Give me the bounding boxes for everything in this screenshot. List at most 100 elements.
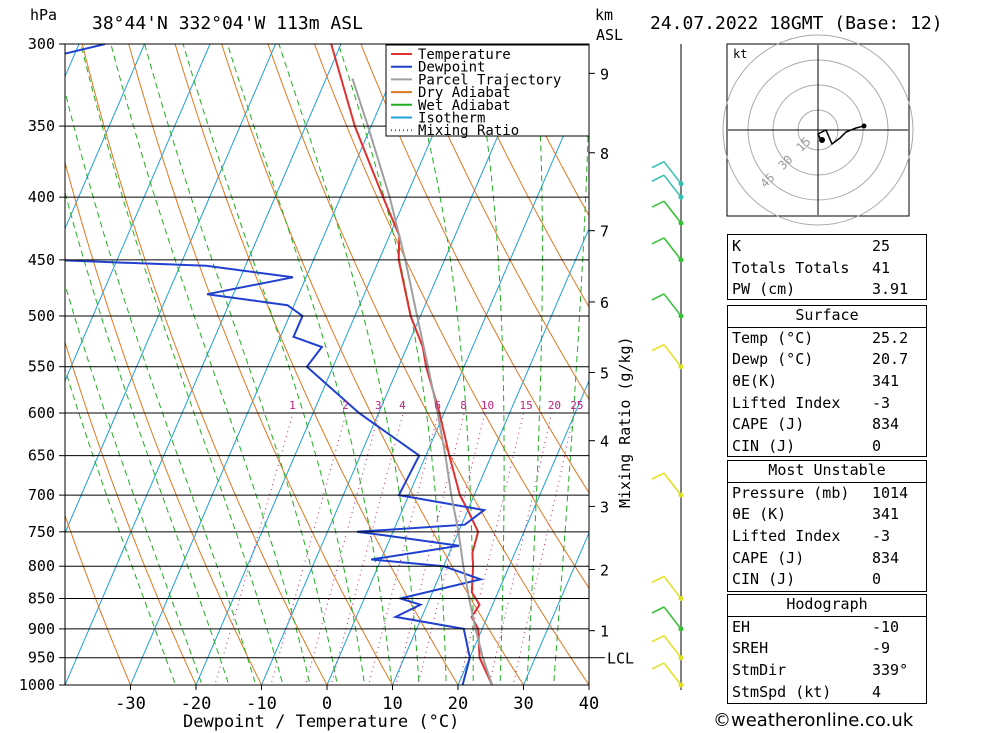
wind-barb-flag bbox=[651, 237, 665, 245]
hodograph-storm-motion bbox=[819, 137, 825, 143]
wet-adiabat-line bbox=[553, 78, 589, 685]
index-value: 0 bbox=[872, 570, 882, 589]
wind-dot bbox=[678, 595, 684, 601]
index-row-k: K 25 bbox=[727, 236, 927, 258]
mu-row: CIN (J) 0 bbox=[727, 569, 927, 591]
wind-dot bbox=[678, 364, 684, 370]
pressure-tick-label: 450 bbox=[28, 251, 55, 269]
dewpoint-line bbox=[65, 44, 487, 685]
pressure-tick-label: 350 bbox=[28, 117, 55, 135]
km-tick-label: 2 bbox=[600, 562, 609, 580]
dry-adiabat-line bbox=[453, 44, 589, 308]
wet-adiabat-line bbox=[65, 367, 177, 685]
mixing-ratio-label: 10 bbox=[481, 399, 494, 412]
profiles bbox=[65, 44, 494, 685]
hodo-row: StmDir 339° bbox=[727, 660, 927, 682]
general-indices: K 25 Totals Totals 41 PW (cm) 3.91 bbox=[727, 236, 927, 301]
index-label: K bbox=[732, 237, 742, 255]
km-tick-label: 4 bbox=[600, 433, 609, 451]
wet-adiabat-line bbox=[403, 44, 474, 685]
temperature-tick-label: -10 bbox=[246, 694, 277, 714]
temperature-tick-label: 20 bbox=[448, 694, 468, 714]
index-value: 0 bbox=[872, 437, 882, 456]
wind-dot bbox=[678, 220, 684, 226]
isotherm-line bbox=[65, 44, 342, 685]
wind-dot bbox=[678, 313, 684, 319]
wind-dot bbox=[678, 682, 684, 688]
index-value: 25 bbox=[872, 237, 891, 255]
index-value: 20.7 bbox=[872, 350, 909, 369]
pressure-tick-label: 900 bbox=[28, 620, 55, 638]
wind-barb bbox=[663, 662, 682, 686]
legend-label: Temperature bbox=[418, 47, 511, 63]
mu-row: CAPE (J) 834 bbox=[727, 548, 927, 570]
temperature-tick-label: -30 bbox=[115, 694, 146, 714]
index-value: 3.91 bbox=[872, 280, 909, 299]
dry-adiabat-line bbox=[313, 44, 589, 590]
height-unit-label: km bbox=[595, 6, 613, 24]
pressure-tick-label: 1000 bbox=[19, 676, 55, 694]
pressure-unit-label: hPa bbox=[30, 6, 57, 24]
most-unstable-indices: Most Unstable Pressure (mb) 1014 θE (K) 34… bbox=[727, 460, 927, 591]
dry-adiabat-line bbox=[65, 340, 197, 685]
index-label: StmSpd (kt) bbox=[732, 682, 832, 701]
wind-barb-flag bbox=[651, 161, 665, 169]
mixing-ratio-label: 1 bbox=[289, 399, 296, 412]
hodograph-endpoint bbox=[861, 123, 867, 129]
legend-label: Parcel Trajectory bbox=[418, 72, 561, 88]
mixing-ratio-label: 3 bbox=[375, 399, 382, 412]
mixing-ratio-label: 6 bbox=[434, 399, 441, 412]
index-label: CIN (J) bbox=[732, 437, 796, 456]
surface-row: Dewp (°C) 20.7 bbox=[727, 349, 927, 371]
index-label: CAPE (J) bbox=[732, 548, 805, 567]
surface-row: Temp (°C) 25.2 bbox=[727, 328, 927, 350]
wet-adiabat-line bbox=[65, 89, 257, 685]
mixing-ratio-line bbox=[512, 412, 575, 685]
wind-dot bbox=[678, 257, 684, 263]
dry-adiabat-line bbox=[81, 44, 328, 685]
wind-barb-flag bbox=[651, 344, 665, 352]
mixing-ratio-label: 20 bbox=[548, 399, 561, 412]
km-tick-label: 3 bbox=[600, 498, 609, 516]
mu-row: Lifted Index -3 bbox=[727, 526, 927, 548]
general-indices-box bbox=[727, 234, 927, 300]
wind-barb bbox=[663, 174, 682, 198]
wet-adiabat-line bbox=[278, 44, 420, 685]
pressure-tick-label: 300 bbox=[28, 35, 55, 53]
index-label: SREH bbox=[732, 639, 769, 658]
wind-barb-flag bbox=[651, 174, 665, 182]
index-label: Lifted Index bbox=[732, 393, 841, 412]
plot-frame bbox=[64, 43, 590, 686]
wind-barb-flag bbox=[651, 662, 665, 670]
km-tick-label: 1 bbox=[600, 623, 609, 641]
wind-barb bbox=[663, 200, 682, 224]
wind-dot bbox=[678, 194, 684, 200]
pressure-tick-label: 800 bbox=[28, 557, 55, 575]
wind-barb-flag bbox=[651, 200, 665, 208]
legend-label: Dewpoint bbox=[418, 60, 485, 76]
index-label: PW (cm) bbox=[732, 280, 796, 299]
pressure-tick-label: 750 bbox=[28, 523, 55, 541]
location-title: 38°44'N 332°04'W 113m ASL bbox=[92, 13, 363, 34]
index-value: 4 bbox=[872, 682, 882, 701]
mixing-ratio-label: 2 bbox=[342, 399, 349, 412]
index-label: Totals Totals bbox=[732, 258, 850, 277]
isotherm-line bbox=[65, 44, 146, 230]
dry-adiabat-line bbox=[65, 513, 132, 685]
index-row-totals: Totals Totals 41 bbox=[727, 258, 927, 280]
km-tick-label: 7 bbox=[600, 223, 609, 241]
index-value: 339° bbox=[872, 661, 909, 680]
hodograph-ring bbox=[722, 34, 914, 226]
wind-barb bbox=[663, 576, 682, 599]
dry-adiabat-line bbox=[221, 44, 525, 685]
lcl-label: LCL bbox=[607, 650, 634, 668]
index-value: 341 bbox=[872, 372, 900, 391]
mixing-ratio-label: 25 bbox=[570, 399, 583, 412]
wet-adiabat-line bbox=[337, 44, 447, 685]
index-value: 25.2 bbox=[872, 328, 909, 347]
wet-adiabat-line bbox=[80, 44, 284, 685]
credit-link[interactable]: ©weatheronline.co.uk bbox=[713, 710, 914, 731]
wind-barb-flag bbox=[651, 293, 665, 301]
